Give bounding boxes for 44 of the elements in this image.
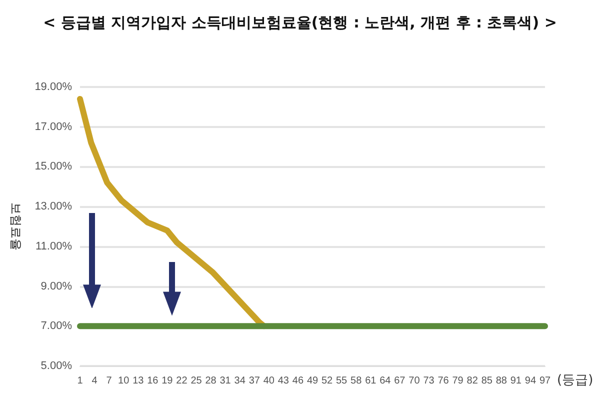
y-tick-label: 5.00% <box>40 360 72 372</box>
chart-title: < 등급별 지역가입자 소득대비보험료율(현행 : 노란색, 개편 후 : 초록색) > <box>43 14 557 32</box>
x-tick-label: 55 <box>336 376 348 386</box>
x-tick-label: 34 <box>234 376 246 386</box>
x-tick-label: 19 <box>162 376 174 386</box>
x-tick-label: 97 <box>539 376 551 386</box>
x-tick-label: 46 <box>292 376 304 386</box>
x-tick-label: 76 <box>438 376 450 386</box>
x-tick-label: 4 <box>92 376 98 386</box>
y-axis-title: 보험료율 <box>9 202 23 250</box>
x-tick-label: 25 <box>190 376 202 386</box>
x-tick-label: 82 <box>466 376 478 386</box>
x-tick-label: 67 <box>394 376 406 386</box>
x-tick-label: 49 <box>306 376 318 386</box>
x-tick-label: 79 <box>452 376 464 386</box>
y-tick-label: 11.00% <box>36 240 72 252</box>
x-tick-label: 43 <box>278 376 290 386</box>
x-tick-label: 88 <box>496 376 508 386</box>
y-tick-label: 15.00% <box>34 160 72 173</box>
x-tick-label: 94 <box>524 376 536 386</box>
x-tick-label: 73 <box>423 376 435 386</box>
x-axis-title: (등급) <box>557 373 594 388</box>
x-tick-label: 16 <box>147 376 159 386</box>
x-tick-label: 85 <box>481 376 493 386</box>
x-tick-label: 58 <box>350 376 362 386</box>
x-tick-label: 13 <box>132 376 144 386</box>
x-tick-label: 28 <box>205 376 217 386</box>
x-tick-label: 61 <box>365 376 377 386</box>
x-tick-label: 91 <box>510 376 522 386</box>
y-tick-label: 19.00% <box>34 81 72 93</box>
x-tick-label: 40 <box>263 376 275 386</box>
x-tick-label: 7 <box>106 376 112 386</box>
x-tick-label: 22 <box>176 376 188 386</box>
x-tick-label: 70 <box>408 376 420 386</box>
x-tick-label: 31 <box>220 376 232 386</box>
y-tick-label: 9.00% <box>40 280 72 292</box>
x-tick-label: 52 <box>321 376 334 386</box>
y-tick-label: 17.00% <box>34 120 72 133</box>
y-tick-label: 13.00% <box>34 200 72 213</box>
y-tick-label: 7.00% <box>40 320 72 332</box>
x-tick-label: 10 <box>118 376 130 386</box>
x-tick-label: 1 <box>77 376 84 386</box>
x-tick-label: 64 <box>380 376 392 386</box>
x-tick-label: 37 <box>248 376 260 386</box>
